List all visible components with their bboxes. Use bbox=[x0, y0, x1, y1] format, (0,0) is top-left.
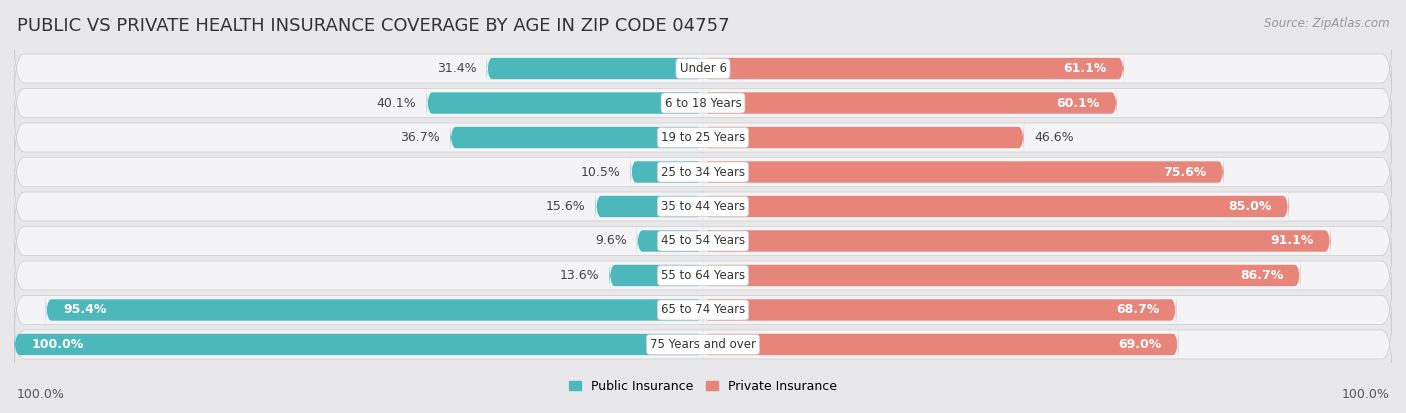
Text: 19 to 25 Years: 19 to 25 Years bbox=[661, 131, 745, 144]
FancyBboxPatch shape bbox=[14, 238, 1392, 313]
Text: 61.1%: 61.1% bbox=[1063, 62, 1107, 75]
FancyBboxPatch shape bbox=[14, 100, 1392, 175]
Text: 86.7%: 86.7% bbox=[1240, 269, 1284, 282]
FancyBboxPatch shape bbox=[46, 293, 703, 327]
Text: 95.4%: 95.4% bbox=[63, 304, 107, 316]
Text: 75.6%: 75.6% bbox=[1163, 166, 1206, 178]
Text: 91.1%: 91.1% bbox=[1270, 235, 1313, 247]
FancyBboxPatch shape bbox=[14, 66, 1392, 140]
Text: 25 to 34 Years: 25 to 34 Years bbox=[661, 166, 745, 178]
FancyBboxPatch shape bbox=[486, 52, 703, 85]
Text: 35 to 44 Years: 35 to 44 Years bbox=[661, 200, 745, 213]
Text: 100.0%: 100.0% bbox=[31, 338, 83, 351]
FancyBboxPatch shape bbox=[450, 121, 703, 154]
FancyBboxPatch shape bbox=[703, 190, 1289, 223]
Text: 10.5%: 10.5% bbox=[581, 166, 620, 178]
Text: PUBLIC VS PRIVATE HEALTH INSURANCE COVERAGE BY AGE IN ZIP CODE 04757: PUBLIC VS PRIVATE HEALTH INSURANCE COVER… bbox=[17, 17, 730, 35]
FancyBboxPatch shape bbox=[703, 52, 1123, 85]
Text: 60.1%: 60.1% bbox=[1056, 97, 1099, 109]
FancyBboxPatch shape bbox=[631, 155, 703, 189]
Legend: Public Insurance, Private Insurance: Public Insurance, Private Insurance bbox=[564, 375, 842, 398]
Text: 46.6%: 46.6% bbox=[1035, 131, 1074, 144]
FancyBboxPatch shape bbox=[703, 224, 1330, 258]
FancyBboxPatch shape bbox=[703, 155, 1223, 189]
Text: 31.4%: 31.4% bbox=[437, 62, 477, 75]
Text: 68.7%: 68.7% bbox=[1116, 304, 1159, 316]
FancyBboxPatch shape bbox=[703, 121, 1024, 154]
FancyBboxPatch shape bbox=[14, 135, 1392, 209]
Text: 15.6%: 15.6% bbox=[546, 200, 585, 213]
Text: 55 to 64 Years: 55 to 64 Years bbox=[661, 269, 745, 282]
Text: 65 to 74 Years: 65 to 74 Years bbox=[661, 304, 745, 316]
Text: 45 to 54 Years: 45 to 54 Years bbox=[661, 235, 745, 247]
FancyBboxPatch shape bbox=[14, 204, 1392, 278]
Text: Under 6: Under 6 bbox=[679, 62, 727, 75]
FancyBboxPatch shape bbox=[427, 86, 703, 120]
Text: 100.0%: 100.0% bbox=[17, 388, 65, 401]
Text: Source: ZipAtlas.com: Source: ZipAtlas.com bbox=[1264, 17, 1389, 29]
FancyBboxPatch shape bbox=[14, 169, 1392, 244]
Text: 9.6%: 9.6% bbox=[595, 235, 627, 247]
FancyBboxPatch shape bbox=[703, 293, 1177, 327]
FancyBboxPatch shape bbox=[703, 328, 1178, 361]
Text: 36.7%: 36.7% bbox=[401, 131, 440, 144]
FancyBboxPatch shape bbox=[703, 86, 1116, 120]
FancyBboxPatch shape bbox=[703, 259, 1301, 292]
Text: 13.6%: 13.6% bbox=[560, 269, 599, 282]
FancyBboxPatch shape bbox=[596, 190, 703, 223]
FancyBboxPatch shape bbox=[14, 31, 1392, 106]
FancyBboxPatch shape bbox=[609, 259, 703, 292]
Text: 69.0%: 69.0% bbox=[1118, 338, 1161, 351]
FancyBboxPatch shape bbox=[14, 273, 1392, 347]
Text: 40.1%: 40.1% bbox=[377, 97, 416, 109]
FancyBboxPatch shape bbox=[14, 328, 703, 361]
FancyBboxPatch shape bbox=[14, 307, 1392, 382]
Text: 85.0%: 85.0% bbox=[1227, 200, 1271, 213]
Text: 6 to 18 Years: 6 to 18 Years bbox=[665, 97, 741, 109]
Text: 75 Years and over: 75 Years and over bbox=[650, 338, 756, 351]
FancyBboxPatch shape bbox=[637, 224, 703, 258]
Text: 100.0%: 100.0% bbox=[1341, 388, 1389, 401]
